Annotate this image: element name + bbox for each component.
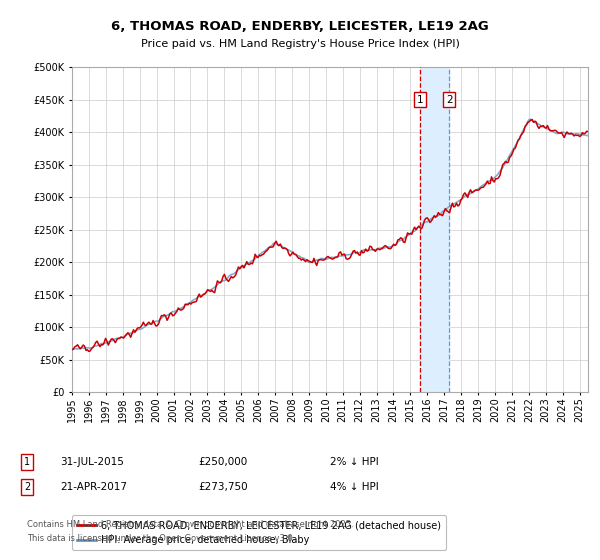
Text: 2: 2 — [24, 482, 30, 492]
Text: £250,000: £250,000 — [198, 457, 247, 467]
Text: Contains HM Land Registry data © Crown copyright and database right 2025.: Contains HM Land Registry data © Crown c… — [27, 520, 353, 529]
Text: £273,750: £273,750 — [198, 482, 248, 492]
Text: 1: 1 — [417, 95, 424, 105]
Legend: 6, THOMAS ROAD, ENDERBY, LEICESTER, LE19 2AG (detached house), HPI: Average pric: 6, THOMAS ROAD, ENDERBY, LEICESTER, LE19… — [72, 515, 446, 550]
Text: 31-JUL-2015: 31-JUL-2015 — [60, 457, 124, 467]
Text: 4% ↓ HPI: 4% ↓ HPI — [330, 482, 379, 492]
Text: 6, THOMAS ROAD, ENDERBY, LEICESTER, LE19 2AG: 6, THOMAS ROAD, ENDERBY, LEICESTER, LE19… — [111, 20, 489, 32]
Text: 21-APR-2017: 21-APR-2017 — [60, 482, 127, 492]
Text: 2: 2 — [446, 95, 452, 105]
Bar — [420, 67, 449, 392]
Text: 2% ↓ HPI: 2% ↓ HPI — [330, 457, 379, 467]
Text: This data is licensed under the Open Government Licence v3.0.: This data is licensed under the Open Gov… — [27, 534, 295, 543]
Text: 1: 1 — [24, 457, 30, 467]
Text: Price paid vs. HM Land Registry's House Price Index (HPI): Price paid vs. HM Land Registry's House … — [140, 39, 460, 49]
